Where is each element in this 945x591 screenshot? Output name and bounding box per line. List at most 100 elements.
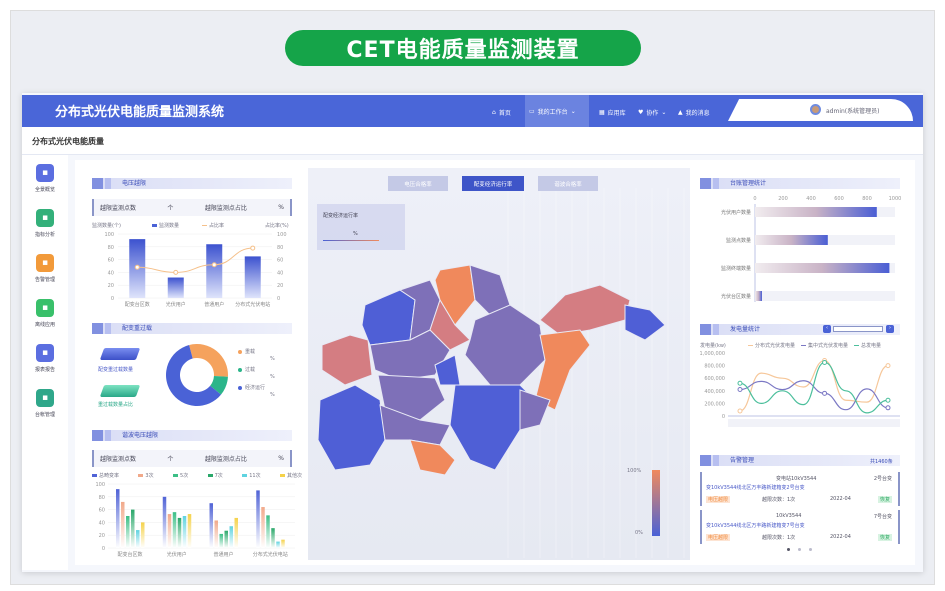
prev-button[interactable]: ‹	[823, 325, 831, 333]
series-point[interactable]	[822, 359, 828, 365]
map-region-13[interactable]	[519, 389, 551, 431]
sidebar-icon: ▪	[36, 164, 54, 182]
map-tab-1[interactable]: 配变经济运行率	[462, 176, 524, 191]
sidebar-item-4[interactable]: ▪ 报表报告	[26, 344, 64, 373]
carousel-dot[interactable]	[809, 548, 812, 551]
bar[interactable]	[276, 541, 280, 548]
nav-workbench[interactable]: ▭ 我的工作台 ⌄	[525, 95, 589, 127]
donut-slice-过载[interactable]	[210, 375, 228, 395]
series-point[interactable]	[885, 397, 891, 403]
harmonic-stat-bar: 越限监测点数 个 越限监测点占比%	[92, 450, 292, 467]
sidebar-item-3[interactable]: ▪ 离线应用	[26, 299, 64, 328]
monitor-icon: ▭	[529, 107, 535, 115]
province-map[interactable]	[308, 168, 690, 560]
series-point[interactable]	[885, 405, 891, 411]
user-name[interactable]: admin(系统管理员)	[826, 108, 880, 115]
next-button[interactable]: ›	[886, 325, 894, 333]
map-region-17[interactable]	[409, 439, 456, 476]
bar[interactable]	[224, 530, 229, 548]
bar[interactable]	[755, 207, 877, 217]
sidebar-item-5[interactable]: ▪ 台帐管理	[26, 389, 64, 418]
map-region-11[interactable]	[534, 329, 591, 411]
legend-item[interactable]: 集中式光伏发电量	[801, 342, 848, 349]
series-point[interactable]	[885, 363, 891, 369]
map-region-15[interactable]	[317, 384, 386, 471]
y-tick-label: 0	[111, 296, 114, 302]
map-region-8[interactable]	[464, 304, 546, 386]
bar[interactable]	[121, 501, 125, 548]
bar[interactable]	[167, 277, 184, 298]
bar[interactable]	[214, 520, 219, 548]
map-region-0[interactable]	[321, 334, 373, 386]
breadcrumb: 分布式光伏电能质量	[32, 137, 104, 146]
map-region-5[interactable]	[429, 298, 471, 351]
legend-item[interactable]: 11次	[242, 472, 261, 479]
bar[interactable]	[266, 515, 270, 548]
legend-item[interactable]: 其他次	[279, 472, 302, 479]
map-tab-2[interactable]: 谐波合格率	[538, 176, 598, 191]
legend-item[interactable]: 5次	[173, 472, 188, 479]
legend-item[interactable]: 总发电量	[854, 342, 881, 349]
series-point[interactable]	[737, 380, 743, 386]
sidebar-item-0[interactable]: ▪ 全景概览	[26, 164, 64, 193]
legend-item[interactable]: 分布式光伏发电量	[748, 342, 795, 349]
bar[interactable]	[162, 496, 167, 548]
nav-apps[interactable]: ▦ 应用库	[595, 103, 630, 121]
bar[interactable]	[116, 489, 120, 548]
bar[interactable]	[167, 514, 172, 548]
alarm-item[interactable]: 10kV3544 7号台变 变10kV3544线北区万丰路新建箱变7号台变 电压越限 越…	[700, 510, 900, 544]
sidebar-item-1[interactable]: ▪ 指标分析	[26, 209, 64, 238]
carousel-dot-active[interactable]	[787, 548, 790, 551]
sidebar-icon: ▪	[36, 299, 54, 317]
legend-item[interactable]: 总畸变率	[92, 472, 119, 479]
nav-collab[interactable]: ♥ 协作 ⌄	[634, 103, 670, 121]
alarm-item[interactable]: 变电站10kV3544 2号台变 变10kV3544线北区万丰路新建箱变2号台变 电压…	[700, 472, 900, 506]
bar[interactable]	[182, 516, 187, 548]
bar[interactable]	[271, 528, 275, 548]
donut-slice-重载[interactable]	[189, 344, 228, 377]
bar[interactable]	[755, 235, 828, 245]
bar[interactable]	[219, 533, 224, 548]
map-region-1[interactable]	[361, 289, 416, 346]
series-line	[739, 359, 889, 412]
bar[interactable]	[261, 507, 265, 548]
bar[interactable]	[755, 263, 890, 273]
bar[interactable]	[187, 514, 192, 548]
donut-slice-经济运行[interactable]	[166, 345, 222, 406]
map-region-9[interactable]	[539, 284, 631, 336]
map-region-10[interactable]	[624, 304, 666, 341]
bar[interactable]	[244, 256, 261, 298]
bar[interactable]	[256, 490, 260, 548]
bar[interactable]	[172, 512, 177, 548]
bar[interactable]	[126, 516, 130, 548]
sidebar-item-2[interactable]: ▪ 告警管理	[26, 254, 64, 283]
bar[interactable]	[136, 530, 140, 548]
bar[interactable]	[177, 517, 182, 548]
nav-home[interactable]: ⌂ 首页	[488, 103, 515, 121]
rate-point[interactable]	[134, 264, 140, 270]
bar[interactable]	[131, 509, 135, 548]
rate-point[interactable]	[250, 245, 256, 251]
map-tab-0[interactable]: 电压合格率	[388, 176, 448, 191]
avatar[interactable]	[810, 104, 821, 115]
sidebar-icon: ▪	[36, 209, 54, 227]
legend-item[interactable]: 7次	[207, 472, 223, 479]
bar[interactable]	[229, 526, 234, 548]
bar[interactable]	[755, 291, 762, 301]
carousel-dot[interactable]	[798, 548, 801, 551]
series-point[interactable]	[737, 387, 743, 393]
bar[interactable]	[206, 244, 223, 298]
series-point[interactable]	[822, 390, 828, 396]
zoom-slider[interactable]	[728, 419, 900, 427]
series-point[interactable]	[737, 408, 743, 414]
bar[interactable]	[281, 539, 285, 548]
bar[interactable]	[209, 503, 214, 548]
map-region-14[interactable]	[377, 374, 446, 421]
bar[interactable]	[234, 517, 239, 548]
rate-point[interactable]	[173, 269, 179, 275]
bar[interactable]	[141, 522, 145, 548]
legend-item[interactable]: 3次	[138, 472, 154, 479]
rate-point[interactable]	[211, 262, 217, 268]
nav-messages[interactable]: ▲ 我的消息	[674, 103, 714, 121]
date-range-slider[interactable]	[833, 326, 883, 332]
